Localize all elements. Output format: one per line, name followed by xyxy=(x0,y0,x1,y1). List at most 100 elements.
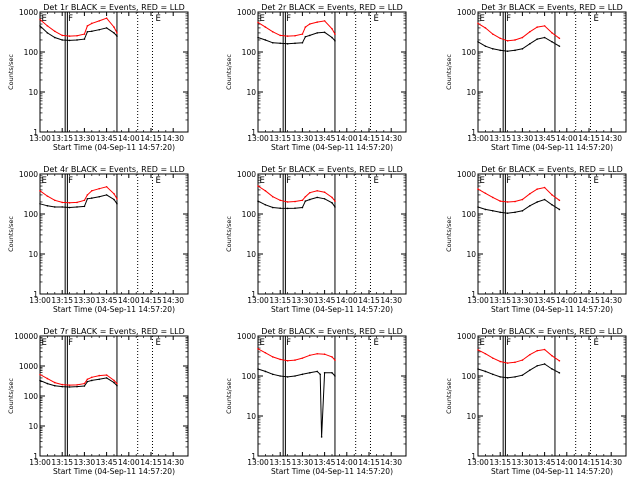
x-tick-label: 13:00 xyxy=(467,134,489,143)
series-point-lld xyxy=(54,381,56,384)
series-line-events xyxy=(39,194,118,209)
series-point-events xyxy=(264,39,267,41)
series-point-events xyxy=(309,34,311,37)
series-point-events xyxy=(521,210,524,212)
series-line-lld xyxy=(477,186,560,203)
y-tick-label: 10 xyxy=(28,250,38,259)
event-marker-label: E xyxy=(479,176,484,186)
y-tick-label: 100 xyxy=(242,48,257,57)
series-point-lld xyxy=(484,27,487,29)
series-point-events xyxy=(264,370,267,373)
series-point-events xyxy=(46,205,49,207)
series-point-lld xyxy=(46,25,49,27)
y-tick-label: 1 xyxy=(33,128,38,137)
series-point-events xyxy=(558,45,561,47)
series-point-lld xyxy=(309,23,311,25)
chart-title: Det 8r BLACK = Events, RED = LLD xyxy=(261,327,403,336)
series-point-events xyxy=(514,49,516,52)
series-point-lld xyxy=(83,382,86,385)
plot-frame xyxy=(257,173,407,295)
series-point-lld xyxy=(492,33,494,35)
series-point-lld xyxy=(68,202,71,204)
chart-title: Det 5r BLACK = Events, RED = LLD xyxy=(261,165,403,174)
series-point-lld xyxy=(309,191,311,194)
y-tick-label: 100 xyxy=(242,372,257,381)
series-point-lld xyxy=(286,201,289,203)
event-marker-label: F xyxy=(506,14,511,24)
event-marker-label: E xyxy=(155,338,160,348)
y-tick-label: 1000 xyxy=(457,332,476,341)
series-point-lld xyxy=(105,374,108,376)
chart-panel-3: Det 3r BLACK = Events, RED = LLD 1 10 100 10… xyxy=(445,3,627,152)
series-point-lld xyxy=(98,374,100,377)
series-point-lld xyxy=(279,199,282,202)
y-tick-label: 1000 xyxy=(237,8,256,17)
series-point-lld xyxy=(98,187,100,190)
series-point-events xyxy=(279,42,282,45)
series-point-events xyxy=(86,380,89,383)
event-marker-label: E xyxy=(155,14,160,24)
y-tick-label: 100 xyxy=(24,392,39,401)
x-tick-label: 13:30 xyxy=(74,458,96,467)
series-point-lld xyxy=(558,199,561,202)
x-axis-label: Start Time (04-Sep-11 14:57:20) xyxy=(271,467,393,476)
series-point-events xyxy=(477,368,479,370)
x-tick-label: 14:15 xyxy=(578,458,600,467)
x-axis-label: Start Time (04-Sep-11 14:57:20) xyxy=(271,143,393,152)
series-point-lld xyxy=(301,357,304,359)
x-tick-label: 13:15 xyxy=(51,458,73,467)
series-point-events xyxy=(319,373,321,376)
series-point-events xyxy=(492,48,494,50)
series-point-events xyxy=(536,201,538,203)
x-tick-label: 14:15 xyxy=(578,134,600,143)
x-axis-label: Start Time (04-Sep-11 14:57:20) xyxy=(491,467,613,476)
series-point-lld xyxy=(558,37,561,40)
series-point-events xyxy=(331,36,333,39)
x-tick-label: 13:15 xyxy=(489,134,511,143)
series-point-lld xyxy=(279,34,282,37)
event-marker-label: E xyxy=(373,176,378,186)
y-axis-label: Counts/sec xyxy=(445,54,453,90)
series-point-lld xyxy=(551,32,553,34)
x-tick-label: 13:45 xyxy=(314,296,336,305)
x-tick-label: 13:00 xyxy=(247,458,269,467)
series-point-events xyxy=(543,363,546,365)
series-point-lld xyxy=(86,378,89,381)
series-point-lld xyxy=(316,190,319,192)
y-tick-label: 10 xyxy=(246,412,256,421)
series-point-events xyxy=(301,373,304,376)
series-point-lld xyxy=(536,188,538,190)
series-point-events xyxy=(334,375,336,377)
series-point-events xyxy=(54,384,56,387)
y-axis-label: Counts/sec xyxy=(225,378,233,414)
x-tick-label: 13:30 xyxy=(512,134,534,143)
series-point-lld xyxy=(499,200,502,202)
series-point-events xyxy=(61,39,63,41)
x-tick-label: 13:30 xyxy=(74,134,96,143)
event-marker-label: F xyxy=(506,176,511,186)
x-tick-label: 14:30 xyxy=(162,458,184,467)
series-point-lld xyxy=(272,195,274,198)
series-point-events xyxy=(86,197,89,200)
series-line-events xyxy=(257,196,336,209)
series-point-lld xyxy=(334,33,336,35)
series-point-lld xyxy=(272,30,274,33)
series-point-lld xyxy=(91,22,93,25)
y-tick-label: 10 xyxy=(28,422,38,431)
series-point-lld xyxy=(272,356,274,358)
series-point-events xyxy=(113,32,115,34)
x-tick-label: 13:15 xyxy=(489,296,511,305)
series-point-lld xyxy=(76,201,78,204)
y-tick-label: 1 xyxy=(471,452,476,461)
series-point-events xyxy=(551,203,553,206)
chart-title: Det 4r BLACK = Events, RED = LLD xyxy=(43,165,185,174)
series-point-events xyxy=(91,379,93,382)
series-point-lld xyxy=(91,190,93,192)
x-tick-label: 14:30 xyxy=(162,296,184,305)
series-point-lld xyxy=(334,359,336,361)
series-point-lld xyxy=(506,201,509,203)
series-point-events xyxy=(279,375,282,377)
series-point-events xyxy=(484,45,487,47)
series-point-lld xyxy=(257,185,259,187)
series-point-events xyxy=(54,206,56,208)
